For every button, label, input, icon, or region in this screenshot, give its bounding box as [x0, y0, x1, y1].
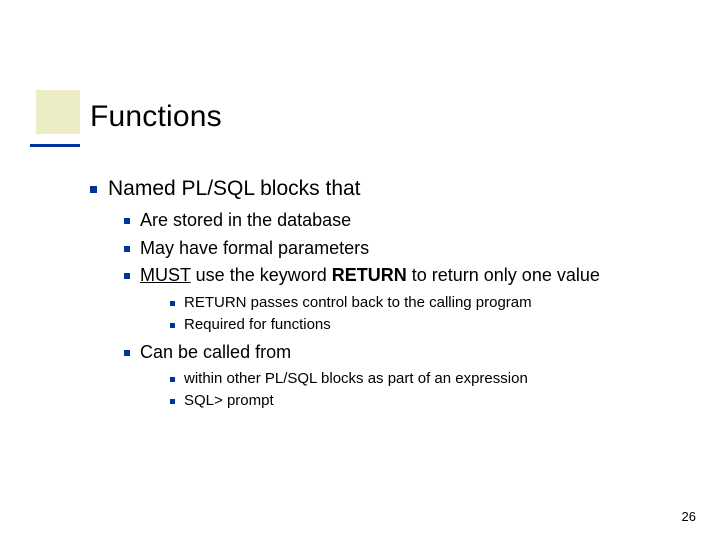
list-item: within other PL/SQL blocks as part of an… [170, 369, 670, 389]
title-accent-line [30, 144, 80, 147]
list-item: May have formal parameters [124, 237, 670, 260]
item-text: Required for functions [184, 315, 331, 335]
bullet-icon [124, 241, 140, 259]
slide-title: Functions [90, 100, 222, 134]
list-level-2: Are stored in the database May have form… [124, 209, 670, 411]
list-item: RETURN passes control back to the callin… [170, 293, 670, 313]
slide: Functions Named PL/SQL blocks that Are s… [0, 0, 720, 540]
list-item: Required for functions [170, 315, 670, 335]
keyword-bold: RETURN [332, 265, 407, 285]
bullet-icon [170, 370, 184, 388]
item-text: SQL> prompt [184, 391, 274, 411]
list-item: SQL> prompt [170, 391, 670, 411]
item-text: Are stored in the database [140, 209, 351, 232]
list-item: MUST use the keyword RETURN to return on… [124, 264, 670, 334]
list-item: Named PL/SQL blocks that Are stored in t… [90, 175, 670, 411]
bullet-icon [170, 392, 184, 410]
list-item: Are stored in the database [124, 209, 670, 232]
bullet-icon [124, 268, 140, 286]
list-level-3: RETURN passes control back to the callin… [170, 293, 670, 335]
slide-body: Named PL/SQL blocks that Are stored in t… [90, 175, 670, 417]
title-accent-box [36, 90, 80, 134]
bullet-icon [124, 345, 140, 363]
list-level-1: Named PL/SQL blocks that Are stored in t… [90, 175, 670, 411]
list-level-3: within other PL/SQL blocks as part of an… [170, 369, 670, 411]
item-text: MUST use the keyword RETURN to return on… [140, 264, 600, 287]
bullet-icon [170, 294, 184, 312]
text-fragment: to return only one value [407, 265, 600, 285]
item-text: RETURN passes control back to the callin… [184, 293, 532, 313]
item-text: May have formal parameters [140, 237, 369, 260]
bullet-icon [170, 316, 184, 334]
bullet-icon [124, 213, 140, 231]
item-text: within other PL/SQL blocks as part of an… [184, 369, 528, 389]
page-number: 26 [682, 509, 696, 524]
item-text: Named PL/SQL blocks that [108, 175, 361, 203]
bullet-icon [90, 182, 108, 200]
item-text: Can be called from [140, 341, 291, 364]
underlined-word: MUST [140, 265, 191, 285]
text-fragment: use the keyword [191, 265, 332, 285]
list-item: Can be called from within other PL/SQL b… [124, 341, 670, 411]
